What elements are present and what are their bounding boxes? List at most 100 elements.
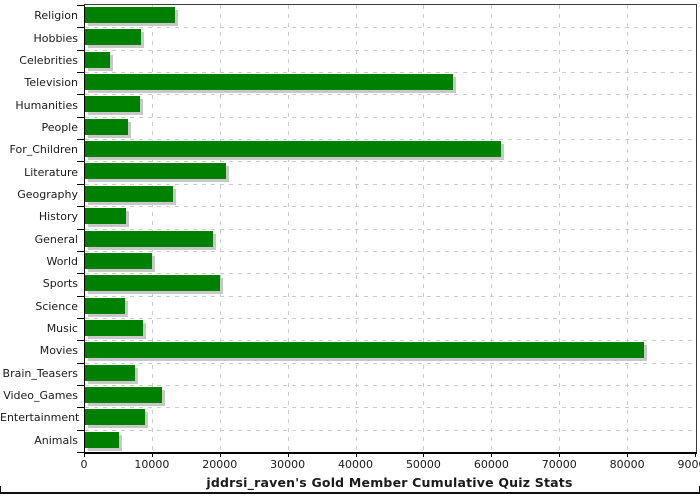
bar-science xyxy=(85,297,126,314)
y-axis-tick xyxy=(77,452,84,453)
bottom-rule xyxy=(0,492,700,494)
y-axis-tick xyxy=(77,94,84,96)
x-tick-label-10000: 10000 xyxy=(134,458,170,471)
y-axis-tick xyxy=(77,273,84,275)
bar-humanities xyxy=(85,96,140,113)
y-label-celebrities: Celebrities xyxy=(19,53,78,67)
y-label-people: People xyxy=(41,120,78,134)
y-axis-line xyxy=(84,5,85,453)
plot-border-right xyxy=(696,4,697,453)
y-label-world: World xyxy=(46,255,78,269)
x-axis-tick xyxy=(559,452,561,457)
bar-music xyxy=(85,319,143,336)
y-label-science: Science xyxy=(35,299,78,313)
y-axis-tick xyxy=(77,429,84,431)
bar-celebrities xyxy=(85,51,111,68)
bar-geography xyxy=(85,185,174,202)
x-axis-tick xyxy=(355,452,357,457)
y-axis-tick xyxy=(77,139,84,141)
y-axis-tick xyxy=(77,362,84,364)
x-tick-label-50000: 50000 xyxy=(405,458,441,471)
bar-sports xyxy=(85,275,221,292)
x-tick-label-20000: 20000 xyxy=(202,458,238,471)
y-axis-tick xyxy=(77,340,84,342)
y-label-television: Television xyxy=(24,76,79,90)
y-axis-tick xyxy=(77,407,84,409)
x-tick-label-90000: 90000 xyxy=(677,458,700,471)
x-tick-label-40000: 40000 xyxy=(338,458,374,471)
bottom-rule-left-stub xyxy=(0,486,1,492)
bar-literature xyxy=(85,163,227,180)
bar-general xyxy=(85,230,214,247)
horizontal-gridline xyxy=(85,228,696,230)
y-label-religion: Religion xyxy=(34,9,78,23)
plot-border-top xyxy=(84,4,697,5)
horizontal-gridline xyxy=(85,273,696,275)
y-axis-tick xyxy=(77,206,84,208)
bar-animals xyxy=(85,431,119,448)
x-axis-tick xyxy=(151,452,153,457)
horizontal-gridline xyxy=(85,250,696,252)
bar-television xyxy=(85,74,453,91)
x-axis-tick xyxy=(491,452,493,457)
y-label-humanities: Humanities xyxy=(15,98,78,112)
y-label-animals: Animals xyxy=(34,433,78,447)
y-label-general: General xyxy=(34,232,78,246)
x-axis-tick xyxy=(84,452,85,457)
y-label-video_games: Video_Games xyxy=(3,389,78,403)
y-label-geography: Geography xyxy=(17,187,78,201)
y-axis-tick xyxy=(77,27,84,29)
y-axis-tick xyxy=(77,183,84,185)
y-label-history: History xyxy=(38,210,78,224)
y-axis-tick xyxy=(77,49,84,51)
y-axis-tick xyxy=(77,161,84,163)
bar-world xyxy=(85,252,153,269)
y-axis-tick xyxy=(77,295,84,297)
y-axis-tick xyxy=(77,5,84,6)
bar-religion xyxy=(85,7,175,23)
horizontal-gridline xyxy=(85,27,696,29)
bar-video_games xyxy=(85,386,163,403)
horizontal-gridline xyxy=(85,384,696,386)
bar-hobbies xyxy=(85,29,142,46)
horizontal-gridline xyxy=(85,161,696,163)
bar-history xyxy=(85,208,126,225)
x-tick-label-70000: 70000 xyxy=(541,458,577,471)
x-axis-tick xyxy=(627,452,629,457)
horizontal-gridline xyxy=(85,407,696,409)
horizontal-gridline xyxy=(85,206,696,208)
horizontal-gridline xyxy=(85,139,696,141)
horizontal-gridline xyxy=(85,295,696,297)
x-axis-tick xyxy=(219,452,221,457)
x-axis-tick xyxy=(287,452,289,457)
bar-entertainment xyxy=(85,409,146,426)
y-label-literature: Literature xyxy=(24,165,78,179)
y-label-sports: Sports xyxy=(42,277,78,291)
y-axis-tick xyxy=(77,250,84,252)
x-axis-tick xyxy=(423,452,425,457)
y-axis-tick xyxy=(77,72,84,74)
y-label-entertainment: Entertainment xyxy=(0,411,80,425)
horizontal-gridline xyxy=(85,72,696,74)
horizontal-gridline xyxy=(85,429,696,431)
x-tick-label-30000: 30000 xyxy=(270,458,306,471)
y-label-for_children: For_Children xyxy=(9,143,78,157)
horizontal-gridline xyxy=(85,116,696,118)
bar-movies xyxy=(85,342,644,359)
horizontal-gridline xyxy=(85,317,696,319)
horizontal-gridline xyxy=(85,183,696,185)
chart-title: jddrsi_raven's Gold Member Cumulative Qu… xyxy=(206,475,573,490)
y-label-music: Music xyxy=(46,322,78,336)
bar-brain_teasers xyxy=(85,364,136,381)
y-axis-tick xyxy=(77,228,84,230)
bar-for_children xyxy=(85,141,502,158)
x-axis-tick xyxy=(695,452,696,457)
horizontal-gridline xyxy=(85,94,696,96)
x-tick-label-80000: 80000 xyxy=(609,458,645,471)
y-label-brain_teasers: Brain_Teasers xyxy=(2,366,78,380)
x-tick-label-0: 0 xyxy=(80,458,88,471)
y-axis-tick xyxy=(77,116,84,118)
horizontal-gridline xyxy=(85,340,696,342)
y-label-movies: Movies xyxy=(39,344,78,358)
